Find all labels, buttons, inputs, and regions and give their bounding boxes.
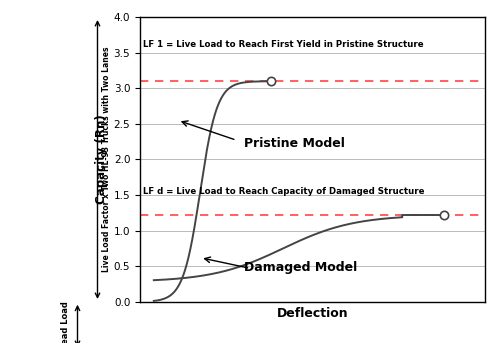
Text: Live Load Factor x Two HL-93 Trucks with Two Lanes: Live Load Factor x Two HL-93 Trucks with… [102,47,111,272]
X-axis label: Deflection: Deflection [276,307,348,320]
Text: LF d = Live Load to Reach Capacity of Damaged Structure: LF d = Live Load to Reach Capacity of Da… [144,187,425,196]
Text: LF 1 = Live Load to Reach First Yield in Pristine Structure: LF 1 = Live Load to Reach First Yield in… [144,40,424,49]
Text: Pristine Model: Pristine Model [244,137,344,150]
Y-axis label: Capacity (Rn): Capacity (Rn) [95,115,108,204]
Text: Damaged Model: Damaged Model [244,261,357,273]
Text: Dead Load: Dead Load [60,301,70,343]
